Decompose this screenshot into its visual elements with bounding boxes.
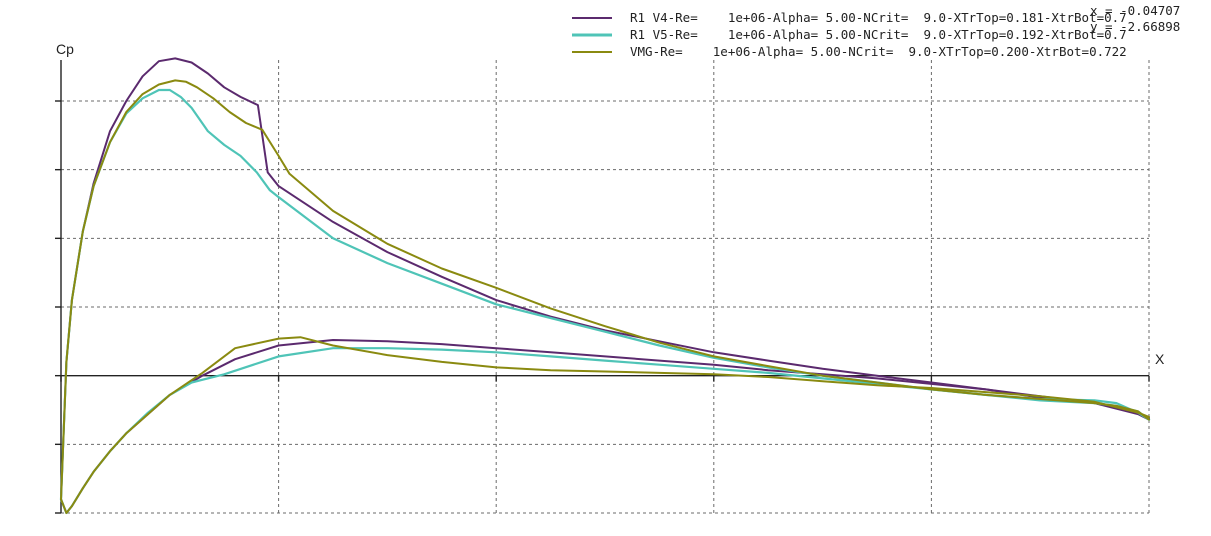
series-layer [59, 57, 1151, 515]
legend-label-2: R1 V5-Re= 1e+06-Alpha= 5.00-NCrit= 9.0-X… [630, 27, 1127, 42]
axes [55, 60, 1150, 514]
series-3-upper-line [60, 79, 1150, 501]
cursor-y-readout: y = -2.66898 [1090, 19, 1180, 34]
series-2-upper-line [59, 88, 1151, 501]
series-3-lower-line [60, 336, 1150, 514]
legend-label-1: R1 V4-Re= 1e+06-Alpha= 5.00-NCrit= 9.0-X… [630, 10, 1127, 25]
legend: R1 V4-Re= 1e+06-Alpha= 5.00-NCrit= 9.0-X… [572, 10, 1127, 59]
series-1-lower-line [60, 339, 1150, 514]
series-2-lower-line [59, 347, 1151, 515]
y-axis-label: Cp [56, 41, 74, 57]
legend-label-3: VMG-Re= 1e+06-Alpha= 5.00-NCrit= 9.0-XTr… [630, 44, 1127, 59]
x-axis-label: X [1155, 351, 1165, 367]
grid [61, 60, 1150, 514]
series-1-upper-line [60, 57, 1150, 501]
cursor-x-readout: x = -0.04707 [1090, 3, 1180, 18]
